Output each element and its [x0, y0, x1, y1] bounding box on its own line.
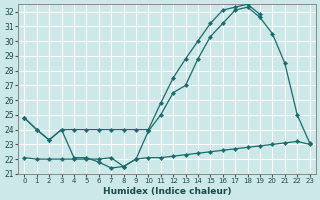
X-axis label: Humidex (Indice chaleur): Humidex (Indice chaleur)	[103, 187, 231, 196]
